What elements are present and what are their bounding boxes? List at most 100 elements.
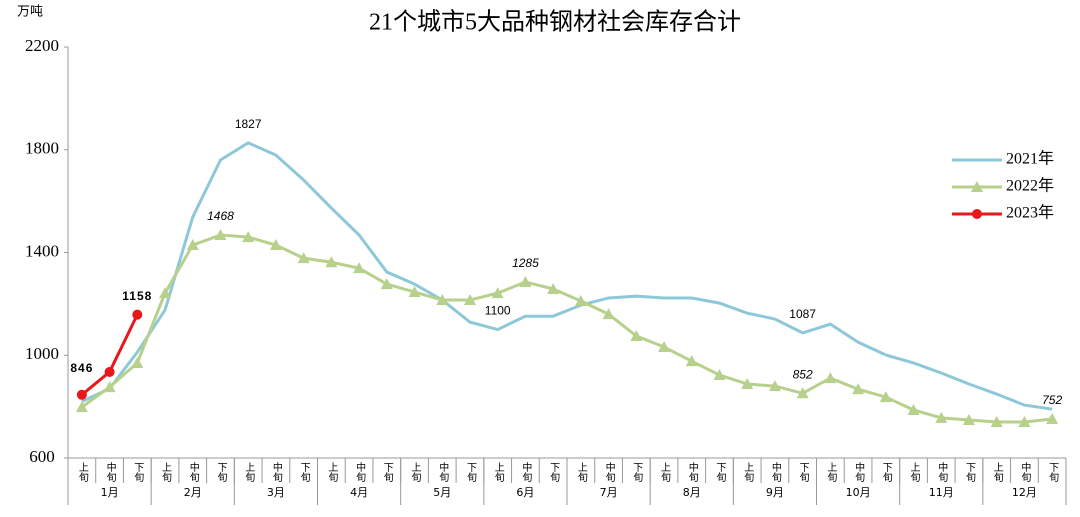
point: [879, 391, 892, 403]
point: [547, 282, 560, 294]
legend-marker: [971, 181, 983, 192]
series-line: [81, 141, 1053, 411]
x-tick-label: 上旬: [659, 462, 671, 483]
point: [131, 356, 144, 368]
x-tick-label: 下旬: [963, 462, 975, 483]
value-label: 752: [1042, 393, 1062, 407]
point: [491, 287, 504, 299]
x-tick-label: 上旬: [76, 462, 88, 483]
x-tick-label: 中旬: [686, 461, 698, 483]
month-label: 12月: [1012, 486, 1037, 499]
x-tick-label: 下旬: [298, 462, 310, 483]
x-tick-label: 下旬: [797, 462, 809, 483]
month-label: 4月: [350, 486, 368, 499]
x-tick-label: 下旬: [714, 462, 726, 483]
point: [658, 341, 671, 353]
month-label: 3月: [267, 486, 285, 499]
point: [713, 369, 726, 381]
legend-label: 2023年: [1006, 204, 1054, 222]
month-label: 2月: [184, 486, 202, 499]
x-tick-label: 中旬: [270, 461, 282, 483]
value-label: 846: [70, 361, 93, 375]
legend-label: 2021年: [1006, 150, 1054, 168]
value-label: 1087: [789, 307, 816, 321]
y-tick-label: 600: [29, 447, 55, 466]
x-tick-label: 中旬: [520, 461, 532, 483]
point: [907, 403, 920, 415]
x-tick-label: 上旬: [575, 462, 587, 483]
point: [1046, 412, 1059, 424]
x-tick-label: 下旬: [381, 462, 393, 483]
month-label: 5月: [433, 486, 451, 499]
point: [132, 309, 143, 320]
x-tick-label: 下旬: [548, 462, 560, 483]
value-label: 1827: [235, 117, 262, 131]
y-tick-label: 1400: [25, 241, 59, 260]
point: [186, 239, 199, 251]
point: [463, 294, 476, 306]
point: [796, 387, 809, 399]
x-tick-label: 中旬: [437, 461, 449, 483]
point: [852, 383, 865, 395]
point: [630, 329, 643, 341]
point: [574, 295, 587, 307]
value-label: 852: [793, 367, 813, 381]
legend-marker: [972, 209, 982, 219]
y-tick-label: 1800: [25, 139, 59, 158]
y-tick-label: 1000: [25, 344, 59, 363]
x-tick-label: 下旬: [631, 462, 643, 483]
x-tick-label: 中旬: [603, 461, 615, 483]
point: [242, 231, 255, 243]
point: [159, 287, 172, 299]
point: [353, 262, 366, 274]
value-label: 1468: [207, 209, 234, 223]
point: [75, 401, 88, 413]
x-tick-label: 上旬: [908, 462, 920, 483]
point: [962, 413, 975, 425]
chart-title: 21个城市5大品种钢材社会库存合计: [369, 9, 741, 36]
x-tick-label: 上旬: [825, 462, 837, 483]
month-label: 6月: [516, 486, 534, 499]
point: [76, 389, 87, 400]
month-label: 11月: [929, 486, 954, 499]
point: [380, 278, 393, 290]
point: [104, 366, 115, 377]
point: [519, 276, 532, 288]
month-label: 1月: [101, 486, 119, 499]
point: [325, 256, 338, 268]
x-tick-label: 上旬: [160, 462, 172, 483]
point: [408, 286, 421, 298]
x-tick-label: 中旬: [187, 461, 199, 483]
y-tick-label: 2200: [25, 36, 59, 55]
x-tick-label: 下旬: [215, 462, 227, 483]
point: [685, 355, 698, 367]
point: [741, 378, 754, 390]
x-tick-label: 中旬: [354, 461, 366, 483]
value-label: 1100: [485, 304, 511, 318]
point: [768, 380, 781, 392]
x-tick-label: 下旬: [132, 462, 144, 483]
x-tick-label: 中旬: [1019, 461, 1031, 483]
point: [990, 416, 1003, 428]
x-tick-label: 下旬: [1047, 462, 1059, 483]
x-tick-label: 上旬: [991, 462, 1003, 483]
month-label: 7月: [600, 486, 618, 499]
point: [824, 372, 837, 384]
x-tick-label: 上旬: [409, 462, 421, 483]
month-label: 10月: [846, 486, 871, 499]
legend-label: 2022年: [1006, 177, 1054, 195]
x-tick-label: 中旬: [853, 461, 865, 483]
point: [214, 229, 227, 241]
point: [297, 252, 310, 264]
x-tick-label: 下旬: [880, 462, 892, 483]
value-label: 1158: [122, 289, 152, 303]
point: [269, 239, 282, 251]
x-tick-label: 上旬: [742, 462, 754, 483]
x-tick-label: 上旬: [492, 462, 504, 483]
x-tick-label: 下旬: [464, 462, 476, 483]
series-line: [80, 233, 1053, 424]
x-tick-label: 上旬: [243, 462, 255, 483]
point: [103, 381, 116, 393]
point: [1018, 416, 1031, 428]
